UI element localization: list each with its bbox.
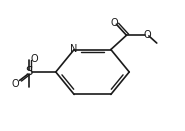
Text: S: S: [26, 66, 33, 78]
Text: O: O: [30, 54, 38, 64]
Text: O: O: [110, 18, 118, 28]
Text: O: O: [11, 79, 19, 89]
Text: N: N: [70, 44, 78, 54]
Text: O: O: [144, 30, 151, 40]
